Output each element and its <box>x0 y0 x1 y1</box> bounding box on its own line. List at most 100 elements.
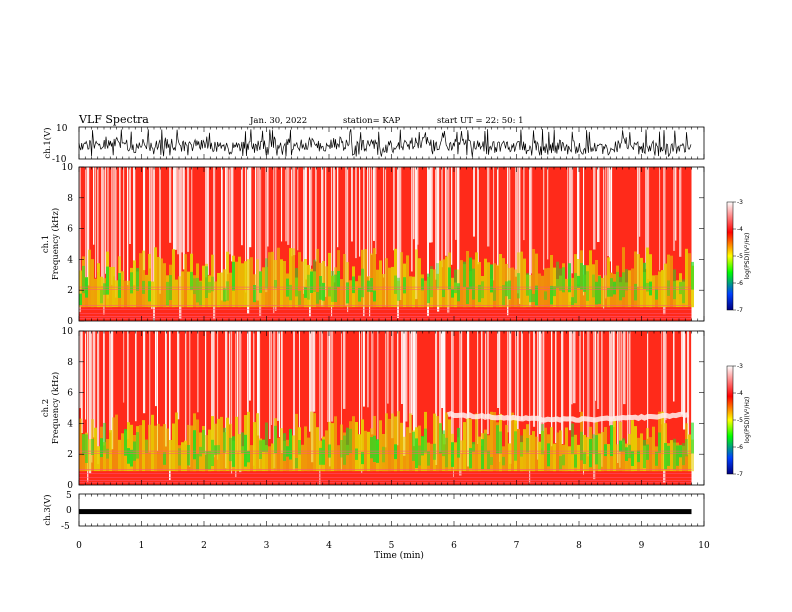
spectrum-yellow <box>79 418 82 472</box>
spectrum-yellow <box>97 446 100 472</box>
ch3-ytick-bottom: -5 <box>61 522 70 532</box>
noise-streak <box>487 167 490 247</box>
spectrum-yellow <box>475 413 478 472</box>
spectrum-green <box>136 268 139 291</box>
spectrum-yellow <box>208 275 211 308</box>
spectrum-green <box>169 275 172 300</box>
ch1-waveform-trace <box>78 128 692 158</box>
noise-streak <box>617 331 619 463</box>
noise-streak <box>291 167 293 257</box>
noise-streak <box>611 167 613 273</box>
spectrum-yellow <box>199 280 202 308</box>
colorbar-tick-label: -7 <box>737 307 743 314</box>
spectrum-yellow <box>388 418 391 472</box>
noise-streak <box>663 331 666 483</box>
spectrum-yellow <box>88 439 91 472</box>
spectrum-yellow <box>661 270 664 308</box>
spectrum-green <box>526 438 529 453</box>
spectrum-yellow <box>532 249 535 308</box>
noise-streak <box>79 167 81 313</box>
noise-streak <box>461 331 463 454</box>
noise-streak <box>443 331 446 445</box>
noise-streak <box>429 167 432 243</box>
spectrum-yellow <box>271 443 274 472</box>
spectrum-yellow <box>589 250 592 308</box>
noise-streak <box>85 167 87 278</box>
spectrum-green <box>190 271 193 291</box>
spectrum-green <box>265 422 268 453</box>
spectrum-yellow <box>382 434 385 472</box>
spectrum-green <box>682 279 685 304</box>
noise-streak <box>311 167 313 266</box>
spectrum-yellow <box>634 426 637 472</box>
spectrum-green <box>427 451 430 466</box>
spectrum-green <box>595 281 598 305</box>
spectrum-green <box>568 263 571 293</box>
spectrum-yellow <box>685 248 688 308</box>
spectrum-yellow <box>472 444 475 472</box>
spectrum-yellow <box>439 260 442 308</box>
noise-streak <box>647 331 649 439</box>
spectrum-green <box>673 269 676 300</box>
noise-streak <box>207 167 209 275</box>
spectrum-yellow <box>148 424 151 472</box>
spectrum-green <box>592 434 595 454</box>
spectrum-yellow <box>385 413 388 472</box>
spectrum-yellow <box>292 248 295 308</box>
spectrum-yellow <box>151 281 154 308</box>
spectrum-green <box>595 435 598 465</box>
spectrum-green <box>331 270 334 302</box>
noise-streak <box>587 331 590 457</box>
spectrum-yellow <box>577 444 580 472</box>
time-tick-label: 4 <box>326 541 332 551</box>
ch2-colorbar <box>726 365 734 475</box>
noise-streak <box>401 331 403 404</box>
spectrum-green <box>556 261 559 289</box>
spectrum-green <box>232 436 235 467</box>
time-tick-label: 6 <box>451 541 457 551</box>
spectrum-yellow <box>274 260 277 308</box>
ch1-colorbar-label: log(PSD)(V²/Hz) <box>744 233 751 280</box>
spectrum-yellow <box>622 440 625 472</box>
noise-streak <box>321 331 323 439</box>
noise-streak <box>177 331 180 420</box>
spectrum-yellow <box>301 444 304 472</box>
frequency-tick-label: 4 <box>67 419 73 429</box>
frequency-tick-label: 10 <box>62 327 74 337</box>
spectrum-green <box>541 424 544 455</box>
spectrum-green <box>586 271 589 301</box>
noise-streak <box>351 167 353 242</box>
spectrum-green <box>628 445 631 459</box>
noise-streak <box>265 167 268 293</box>
spectrum-yellow <box>640 433 643 472</box>
spectrum-green <box>430 266 433 298</box>
spectrum-yellow <box>169 440 172 472</box>
spectrum-yellow <box>559 275 562 308</box>
spectrum-yellow <box>331 275 334 308</box>
frequency-tick-label: 2 <box>67 286 73 296</box>
spectrum-green <box>247 450 250 463</box>
spectrum-yellow <box>115 414 118 472</box>
spectrum-yellow <box>496 264 499 308</box>
time-tick-label: 1 <box>139 541 145 551</box>
spectrum-green <box>298 291 301 305</box>
spectrum-green <box>577 275 580 288</box>
time-tick-label: 3 <box>264 541 270 551</box>
ch1-spectrogram-ylabel-channel: ch.1 <box>41 235 51 253</box>
spectrum-yellow <box>241 263 244 308</box>
spectrum-green <box>655 289 658 300</box>
noise-streak <box>237 331 239 453</box>
spectrum-yellow <box>148 253 151 308</box>
spectrum-green <box>370 437 373 459</box>
spectrum-yellow <box>361 419 364 472</box>
noise-streak <box>497 331 500 408</box>
spectrum-yellow <box>376 269 379 308</box>
noise-streak <box>297 167 299 251</box>
noise-streak <box>149 331 151 453</box>
noise-streak <box>205 167 207 278</box>
noise-streak <box>569 167 572 302</box>
spectrum-green <box>199 446 202 457</box>
spectrum-yellow <box>679 444 682 472</box>
spectrum-green <box>442 430 445 457</box>
noise-streak <box>571 167 574 274</box>
